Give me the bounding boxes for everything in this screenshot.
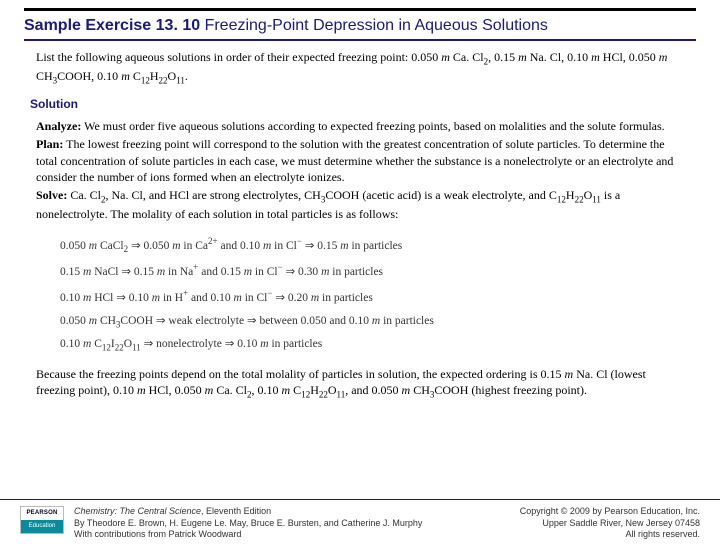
- title-rule: [24, 39, 696, 41]
- equations-block: 0.050 m CaCl2 ⇒ 0.050 m in Ca2+ and 0.10…: [60, 232, 684, 356]
- eqn-4: 0.050 m CH3COOH ⇒ weak electrolyte ⇒ bet…: [60, 310, 684, 333]
- solve-para: Solve: Ca. Cl2, Na. Cl, and HCl are stro…: [36, 187, 684, 222]
- title-rest: Freezing-Point Depression in Aqueous Sol…: [200, 17, 548, 34]
- footer-left: Chemistry: The Central Science, Eleventh…: [74, 506, 520, 540]
- title-bold: Sample Exercise 13. 10: [24, 17, 200, 34]
- logo-bottom: Education: [21, 520, 63, 533]
- analyze-para: Analyze: We must order five aqueous solu…: [36, 118, 684, 134]
- eqn-5: 0.10 m C12I22O11 ⇒ nonelectrolyte ⇒ 0.10…: [60, 333, 684, 356]
- pearson-logo: PEARSON Education: [20, 506, 64, 534]
- footer-right: Copyright © 2009 by Pearson Education, I…: [520, 506, 700, 540]
- eqn-3: 0.10 m HCl ⇒ 0.10 m in H+ and 0.10 m in …: [60, 284, 684, 310]
- logo-top: PEARSON: [21, 507, 63, 520]
- content: List the following aqueous solutions in …: [0, 49, 720, 401]
- solution-heading: Solution: [30, 96, 684, 112]
- intro-text: List the following aqueous solutions in …: [36, 49, 684, 86]
- conclusion-para: Because the freezing points depend on th…: [36, 366, 684, 401]
- eqn-2: 0.15 m NaCl ⇒ 0.15 m in Na+ and 0.15 m i…: [60, 258, 684, 284]
- plan-para: Plan: The lowest freezing point will cor…: [36, 136, 684, 185]
- page-title: Sample Exercise 13. 10 Freezing-Point De…: [0, 11, 720, 39]
- footer: PEARSON Education Chemistry: The Central…: [0, 499, 720, 548]
- eqn-1: 0.050 m CaCl2 ⇒ 0.050 m in Ca2+ and 0.10…: [60, 232, 684, 258]
